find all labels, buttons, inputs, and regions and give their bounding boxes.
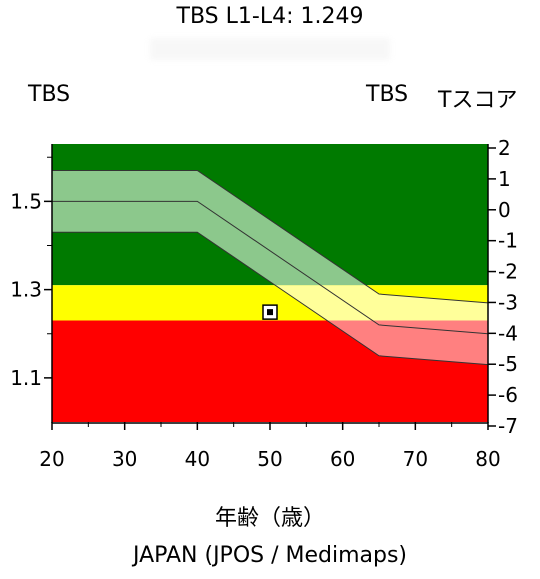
t-score-tick-label: -2 (498, 260, 518, 284)
t-score-tick-label: -1 (498, 229, 518, 253)
t-score-tick-label: 2 (498, 136, 511, 160)
x-tick-label: 80 (475, 447, 500, 471)
reference-lower-line (52, 231, 489, 366)
x-tick-label: 50 (257, 447, 282, 471)
chart-title: TBS L1-L4: 1.249 (176, 4, 364, 29)
reference-band-red (327, 320, 488, 365)
reference-source: JAPAN (JPOS / Medimaps) (132, 543, 408, 568)
reference-upper-line (52, 169, 489, 304)
y-tick-label: 1.3 (10, 278, 42, 302)
x-tick-label: 70 (403, 447, 428, 471)
left-axis-label: TBS (28, 82, 71, 107)
x-tick-label: 20 (39, 447, 64, 471)
x-axis-label: 年齢（歳） (214, 506, 325, 531)
right-tscore-label: Tスコア (438, 88, 518, 113)
patient-marker-layer (262, 304, 278, 320)
reference-band-yellow (275, 285, 488, 321)
blurred-subtitle (150, 38, 390, 60)
t-score-tick-label: -3 (498, 290, 518, 314)
tbs-chart: 20 30 40 50 60 70 80 1.1 1.3 1.5 2 1 0 -1 -2 -3 -4 -5 -6 -7 (10, 136, 518, 471)
reference-line-layer (52, 169, 489, 366)
right-tbs-label: TBS (366, 82, 409, 107)
reference-mean-line (52, 200, 489, 335)
t-score-tick-label: -6 (498, 383, 518, 407)
t-score-tick-label: 1 (498, 167, 511, 191)
t-score-tick-label: -7 (498, 414, 518, 438)
patient-marker-dot (267, 309, 273, 316)
reference-band-green (52, 170, 367, 286)
x-tick-label: 60 (330, 447, 355, 471)
tick-layer: 20 30 40 50 60 70 80 1.1 1.3 1.5 2 1 0 -1 -2 -3 -4 -5 -6 -7 (10, 136, 518, 471)
t-score-tick-label: 0 (498, 198, 511, 222)
reference-band-layer (52, 170, 488, 365)
t-score-tick-label: -5 (498, 352, 518, 376)
y-tick-label: 1.1 (10, 366, 42, 390)
x-tick-label: 30 (112, 447, 137, 471)
t-score-tick-label: -4 (498, 321, 518, 345)
x-tick-label: 40 (185, 447, 210, 471)
y-tick-label: 1.5 (10, 189, 42, 213)
